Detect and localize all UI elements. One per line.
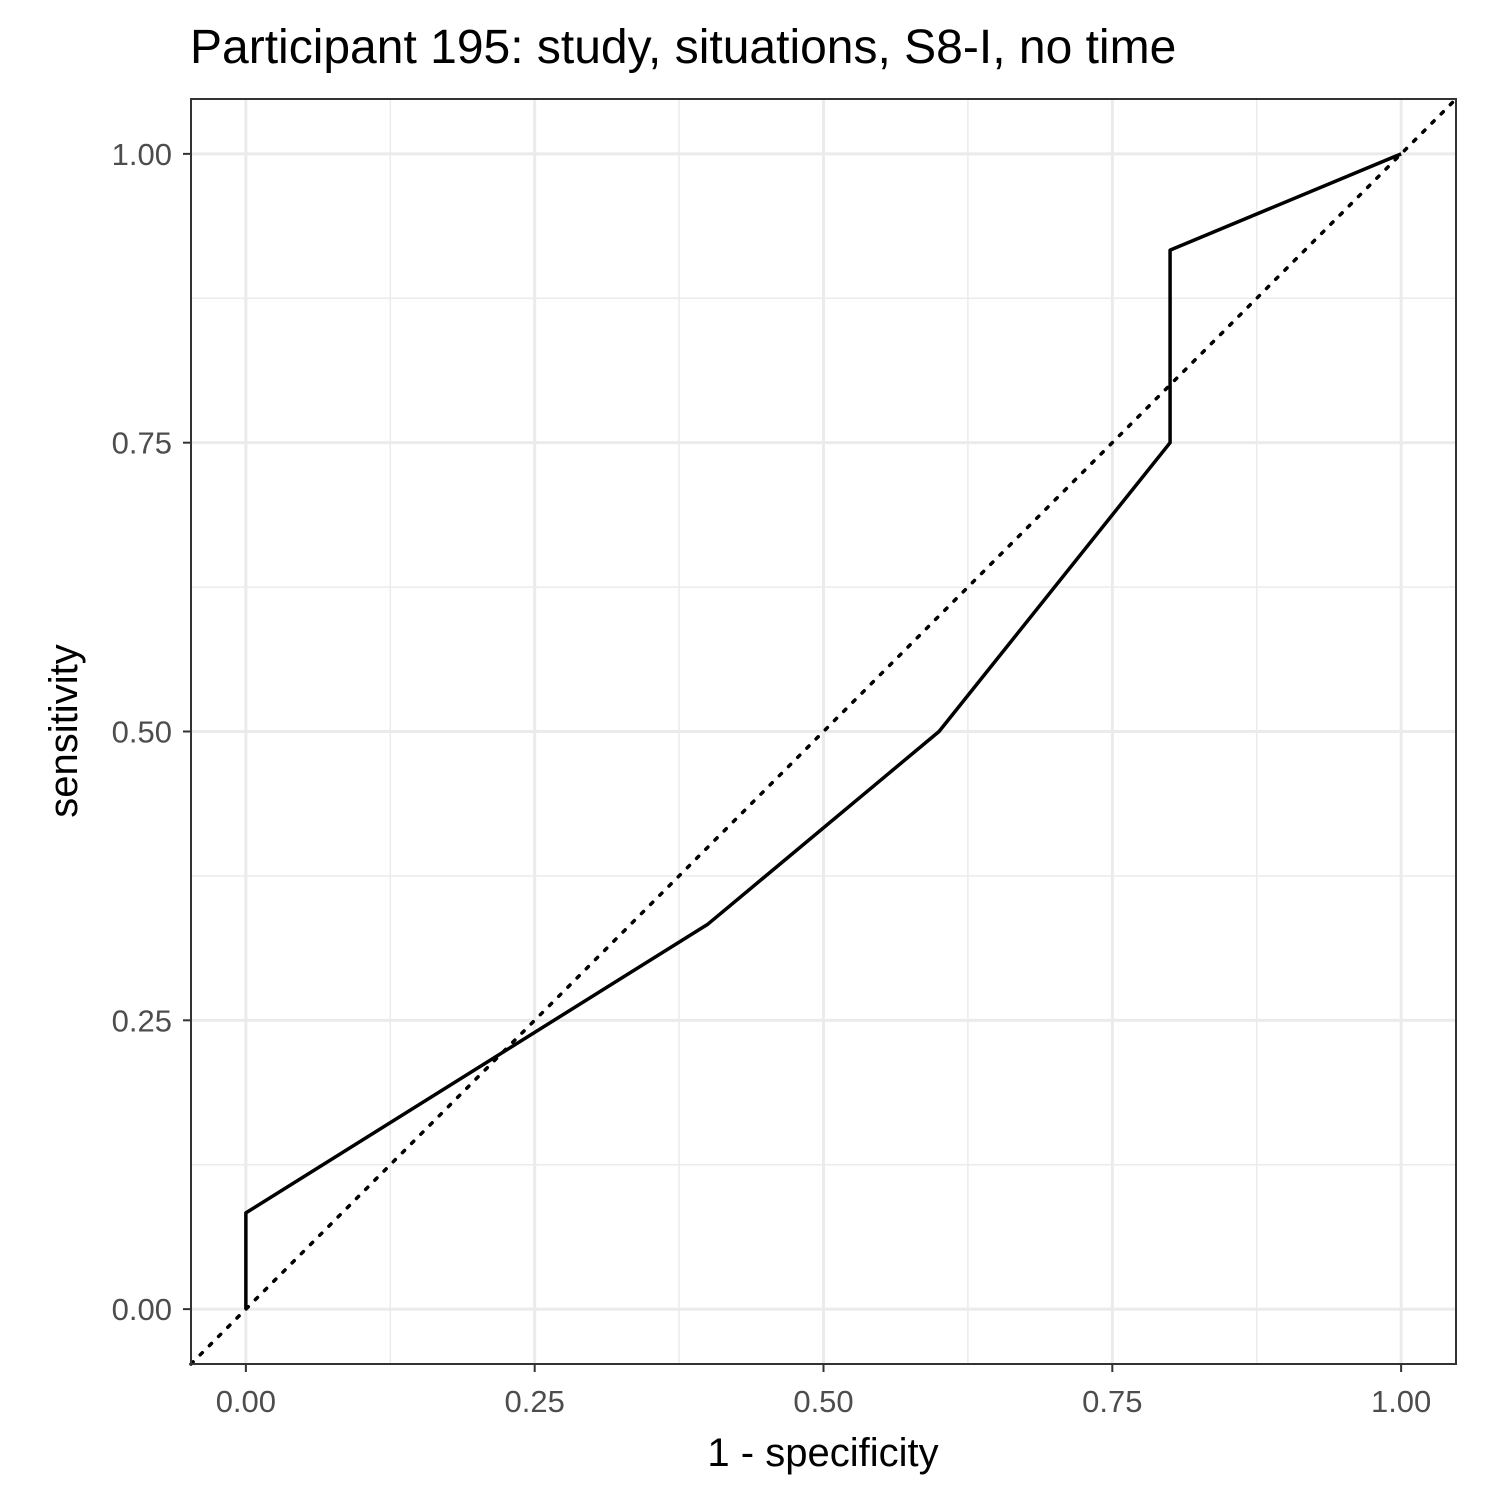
y-tick-label: 1.00 [112, 137, 172, 172]
grid-major [191, 99, 1456, 1364]
x-tick-label: 0.25 [505, 1384, 565, 1419]
x-tick-label: 0.75 [1082, 1384, 1142, 1419]
x-axis: 0.00 0.25 0.50 0.75 1.00 [216, 1364, 1431, 1419]
series-layer [189, 97, 1458, 1366]
y-tick-label: 0.75 [112, 426, 172, 461]
x-tick-label: 0.00 [216, 1384, 276, 1419]
y-axis-title: sensitivity [42, 644, 86, 817]
roc-curve-line [244, 152, 1402, 1310]
y-tick-label: 0.50 [112, 715, 172, 750]
plot-area [189, 97, 1458, 1366]
y-axis: 0.00 0.25 0.50 0.75 1.00 [112, 137, 191, 1327]
x-tick-label: 0.50 [793, 1384, 853, 1419]
x-tick-label: 1.00 [1371, 1384, 1431, 1419]
y-tick-label: 0.00 [112, 1292, 172, 1327]
y-tick-label: 0.25 [112, 1003, 172, 1038]
chart-title: Participant 195: study, situations, S8-I… [190, 21, 1176, 74]
x-axis-title: 1 - specificity [707, 1431, 938, 1475]
reference-diagonal-line [189, 97, 1458, 1366]
